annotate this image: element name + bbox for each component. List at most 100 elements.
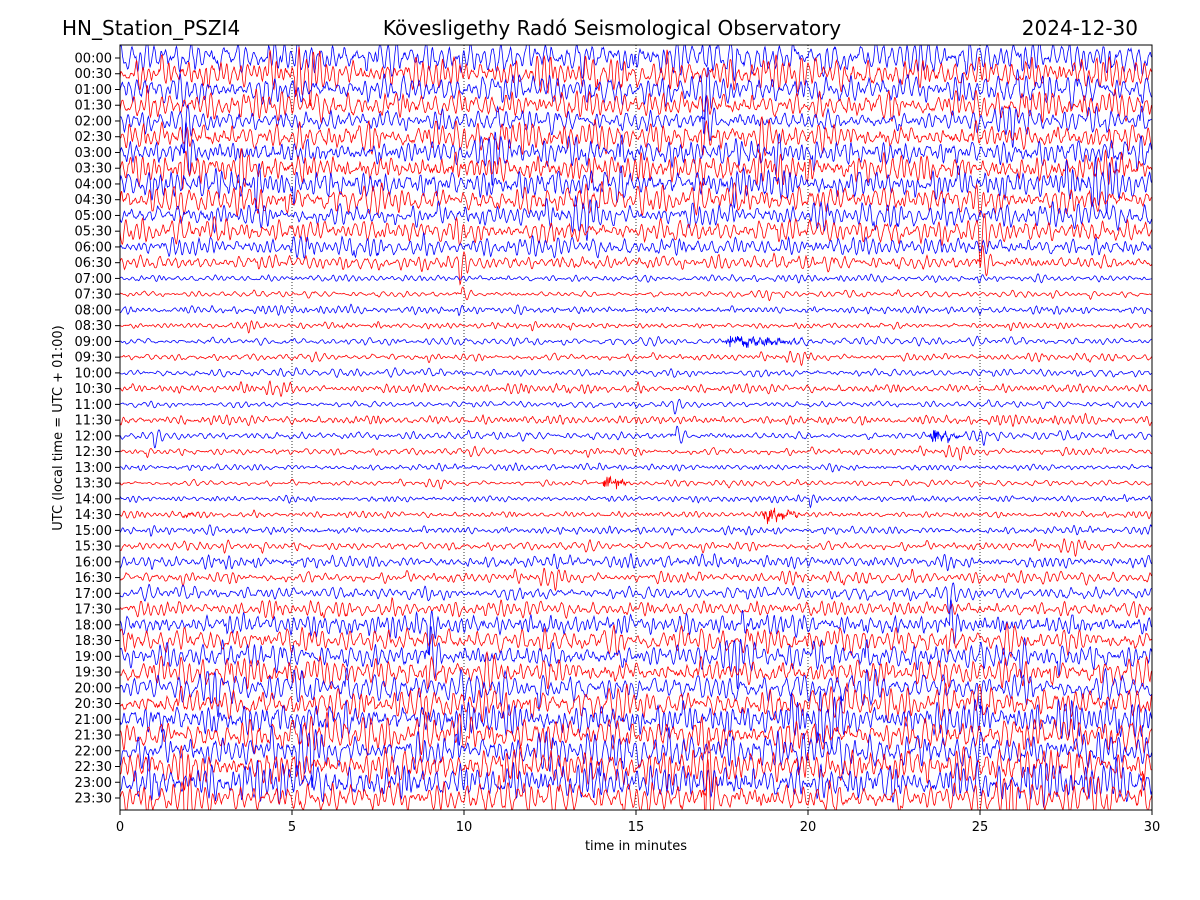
trace-0800 bbox=[120, 303, 1152, 317]
x-tick-label: 15 bbox=[628, 820, 645, 835]
trace-0030 bbox=[120, 46, 1152, 107]
trace-0100 bbox=[120, 66, 1152, 135]
trace-1300 bbox=[120, 462, 1152, 473]
y-tick-label: 23:00 bbox=[75, 776, 112, 791]
trace-1900 bbox=[120, 626, 1152, 690]
trace-1130 bbox=[120, 412, 1152, 428]
trace-0700 bbox=[120, 273, 1152, 284]
y-tick-label: 19:30 bbox=[75, 666, 112, 681]
trace-0430 bbox=[120, 180, 1152, 217]
y-tick-label: 06:00 bbox=[75, 240, 112, 255]
x-axis-label: time in minutes bbox=[585, 839, 687, 854]
y-tick-label: 17:00 bbox=[75, 587, 112, 602]
y-tick-label: 13:30 bbox=[75, 477, 112, 492]
trace-2200 bbox=[120, 723, 1152, 788]
trace-1330 bbox=[120, 475, 1152, 490]
y-tick-label: 12:30 bbox=[75, 445, 112, 460]
y-tick-label: 22:00 bbox=[75, 744, 112, 759]
x-tick-label: 30 bbox=[1144, 820, 1161, 835]
y-tick-label: 18:30 bbox=[75, 634, 112, 649]
trace-0200 bbox=[120, 93, 1152, 154]
y-tick-label: 14:30 bbox=[75, 508, 112, 523]
y-tick-label: 13:00 bbox=[75, 461, 112, 476]
y-tick-label: 05:30 bbox=[75, 225, 112, 240]
y-tick-label: 21:00 bbox=[75, 713, 112, 728]
y-tick-label: 08:30 bbox=[75, 319, 112, 334]
trace-1530 bbox=[120, 538, 1152, 558]
y-tick-label: 12:00 bbox=[75, 429, 112, 444]
trace-1100 bbox=[120, 398, 1152, 415]
y-tick-label: 04:30 bbox=[75, 193, 112, 208]
y-tick-label: 03:30 bbox=[75, 162, 112, 177]
trace-0830 bbox=[120, 320, 1152, 334]
trace-2100 bbox=[120, 690, 1152, 749]
trace-2300 bbox=[120, 753, 1152, 809]
x-tick-label: 0 bbox=[116, 820, 124, 835]
trace-2000 bbox=[120, 667, 1152, 718]
y-tick-label: 09:30 bbox=[75, 351, 112, 366]
trace-0630 bbox=[120, 244, 1152, 286]
y-tick-label: 17:30 bbox=[75, 603, 112, 618]
y-tick-label: 01:30 bbox=[75, 99, 112, 114]
y-tick-label: 23:30 bbox=[75, 792, 112, 807]
trace-1630 bbox=[120, 567, 1152, 592]
trace-1600 bbox=[120, 553, 1152, 572]
trace-0130 bbox=[120, 84, 1152, 125]
date-title: 2024-12-30 bbox=[1022, 16, 1138, 40]
y-tick-label: 16:30 bbox=[75, 571, 112, 586]
y-tick-label: 00:30 bbox=[75, 67, 112, 82]
trace-0530 bbox=[120, 213, 1152, 268]
x-tick-label: 25 bbox=[972, 820, 989, 835]
y-tick-label: 00:00 bbox=[75, 52, 112, 67]
trace-1030 bbox=[120, 380, 1152, 398]
trace-0400 bbox=[120, 156, 1152, 214]
trace-1930 bbox=[120, 650, 1152, 691]
y-tick-label: 01:00 bbox=[75, 83, 112, 98]
y-tick-label: 21:30 bbox=[75, 729, 112, 744]
trace-0300 bbox=[120, 121, 1152, 186]
trace-1730 bbox=[120, 597, 1152, 620]
y-tick-label: 11:00 bbox=[75, 398, 112, 413]
y-tick-label: 07:30 bbox=[75, 288, 112, 303]
y-tick-label: 15:30 bbox=[75, 540, 112, 555]
y-tick-label: 20:30 bbox=[75, 697, 112, 712]
station-title: HN_Station_PSZI4 bbox=[62, 16, 240, 40]
y-tick-label: 14:00 bbox=[75, 492, 112, 507]
trace-1000 bbox=[120, 367, 1152, 378]
y-tick-label: 06:30 bbox=[75, 256, 112, 271]
trace-0000 bbox=[120, 45, 1152, 82]
trace-0230 bbox=[120, 116, 1152, 157]
y-tick-label: 05:00 bbox=[75, 209, 112, 224]
x-tick-label: 10 bbox=[456, 820, 473, 835]
y-tick-label: 10:00 bbox=[75, 366, 112, 381]
trace-1230 bbox=[120, 444, 1152, 462]
y-tick-label: 20:00 bbox=[75, 681, 112, 696]
trace-1430 bbox=[120, 507, 1152, 525]
trace-0900 bbox=[120, 335, 1152, 348]
seismic-traces bbox=[120, 45, 1152, 810]
x-tick-label: 20 bbox=[800, 820, 817, 835]
trace-2030 bbox=[120, 681, 1152, 723]
y-tick-label: 19:00 bbox=[75, 650, 112, 665]
y-tick-label: 15:00 bbox=[75, 524, 112, 539]
y-axis-label: UTC (local time = UTC + 01:00) bbox=[51, 325, 66, 530]
y-tick-label: 22:30 bbox=[75, 760, 112, 775]
y-tick-label: 07:00 bbox=[75, 272, 112, 287]
y-tick-label: 18:00 bbox=[75, 618, 112, 633]
trace-1200 bbox=[120, 425, 1152, 449]
trace-1400 bbox=[120, 493, 1152, 509]
trace-1800 bbox=[120, 599, 1152, 655]
y-axis: 00:0000:3001:0001:3002:0002:3003:0003:30… bbox=[75, 52, 120, 807]
y-tick-label: 02:30 bbox=[75, 130, 112, 145]
x-tick-label: 5 bbox=[288, 820, 296, 835]
trace-0330 bbox=[120, 148, 1152, 190]
y-tick-label: 04:00 bbox=[75, 177, 112, 192]
y-tick-label: 11:30 bbox=[75, 414, 112, 429]
y-tick-label: 02:00 bbox=[75, 114, 112, 129]
trace-0930 bbox=[120, 350, 1152, 367]
trace-0500 bbox=[120, 194, 1152, 241]
trace-2330 bbox=[120, 759, 1152, 810]
x-axis: 0 5 10 15 20 25 30 bbox=[116, 810, 1160, 835]
y-tick-label: 10:30 bbox=[75, 382, 112, 397]
